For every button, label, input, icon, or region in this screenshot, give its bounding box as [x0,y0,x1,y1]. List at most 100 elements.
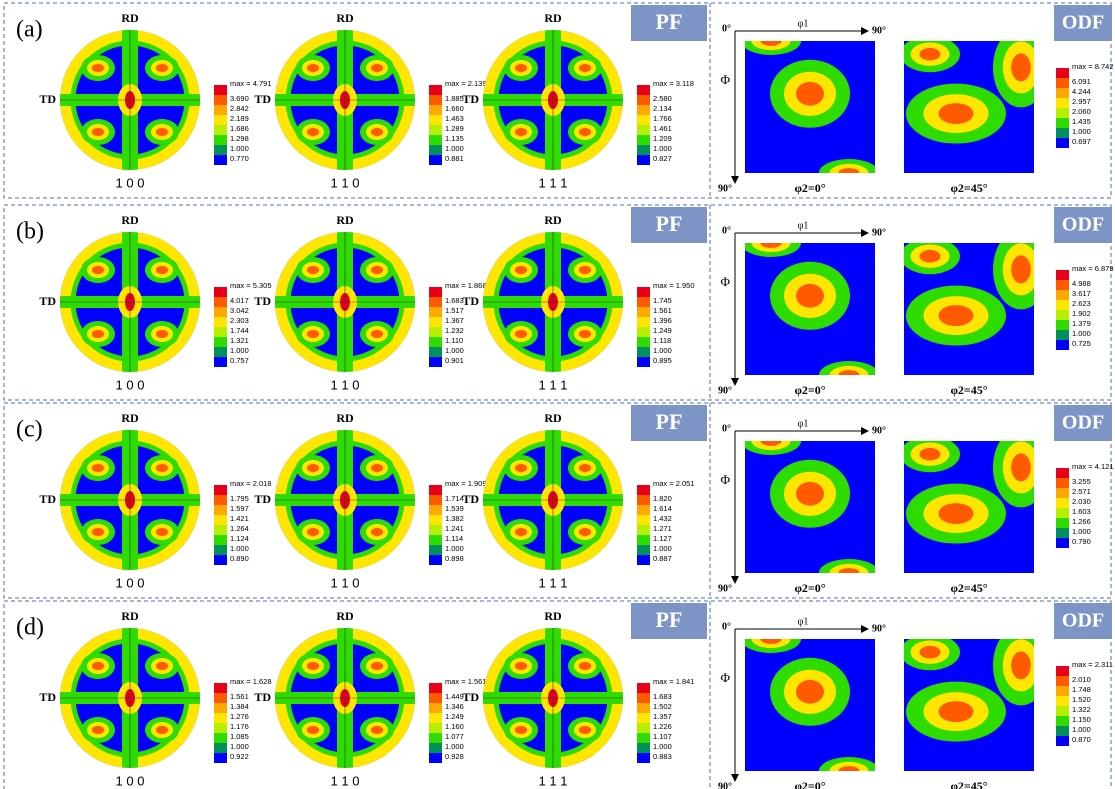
legend-swatch [637,545,650,555]
legend-swatch [1056,538,1069,548]
legend-label: 1.135 [445,134,464,143]
legend-swatch [429,525,442,535]
legend-label: 1.766 [653,114,672,123]
odf-section [900,427,1049,573]
legend-label: 3.255 [1072,477,1091,486]
odf-blob [920,48,941,61]
odf-y-label: Φ [720,472,730,487]
legend-swatch [637,693,650,703]
legend-swatch [1056,726,1069,736]
pf-blob [371,464,383,472]
legend-label: 1.114 [445,534,463,543]
pf-blob [307,266,319,274]
pf-blob [371,662,383,670]
legend-label: 3.042 [230,306,249,315]
pf-blob [515,662,527,670]
legend-label: 1.432 [653,514,672,523]
pf-blob [156,464,168,472]
legend-label: 1.000 [230,346,249,355]
pf-blob [579,662,591,670]
legend-swatch [214,155,227,165]
legend-label: 1.241 [445,524,464,533]
legend-label: 2.030 [1072,497,1091,506]
pf-blob [156,528,168,536]
legend-label: 1.271 [653,524,672,533]
pf-blob [92,266,104,274]
pf-caption: 1 0 0 [116,175,145,190]
odf-caption: φ2=0° [794,181,825,195]
odf-section [900,229,1049,375]
odf-blob [1011,651,1031,679]
td-label: TD [39,92,56,106]
legend-swatch [429,297,442,307]
pf-blob [307,128,319,136]
figure: (a)PFODFRDTD1 0 0max = 4.7913.6902.8422.… [0,0,1115,789]
legend-swatch [1056,88,1069,98]
legend-swatch [429,505,442,515]
legend-swatch [1056,270,1069,280]
legend-swatch [1056,128,1069,138]
pf-blob [515,64,527,72]
legend-label: max = 2.051 [653,479,694,488]
rd-label: RD [121,213,139,227]
pf-badge-text: PF [656,211,683,236]
legend-label: 1.232 [445,326,464,335]
legend-swatch [637,515,650,525]
legend-swatch [214,555,227,565]
legend-swatch [637,485,650,495]
legend-swatch [637,555,650,565]
legend-label: 1.000 [1072,725,1091,734]
legend-label: 1.124 [230,534,249,543]
legend-label: 1.714 [445,494,464,503]
legend-swatch [214,145,227,155]
legend-swatch [429,713,442,723]
legend-label: max = 1.868 [445,281,486,290]
odf-blob [761,436,782,446]
legend-label: 1.745 [653,296,672,305]
legend-swatch [637,357,650,367]
pf-blob [92,726,104,734]
legend-swatch [214,495,227,505]
rd-label: RD [544,411,562,425]
legend-swatch [429,703,442,713]
legend-swatch [429,683,442,693]
td-label: TD [39,294,56,308]
odf-x-label: φ1 [798,220,809,231]
legend-swatch [1056,108,1069,118]
odf-caption: φ2=45° [950,581,987,595]
pf-blob [156,266,168,274]
legend-label: max = 1.909 [445,479,486,488]
pf-blob [515,266,527,274]
legend-label: 0.725 [1072,339,1091,348]
odf-badge-text: ODF [1062,412,1104,434]
legend-label: 1.118 [653,336,671,345]
legend-label: 1.000 [230,544,249,553]
pf-blob [579,464,591,472]
pf-caption: 1 1 0 [331,175,360,190]
legend-swatch [637,105,650,115]
legend-label: 1.000 [445,742,464,751]
legend-swatch [637,85,650,95]
legend-swatch [214,693,227,703]
legend-label: max = 1.561 [445,677,486,686]
legend-label: 1.384 [230,702,249,711]
odf-blob [761,634,782,644]
odf-blob [1011,255,1031,283]
pf-blob [307,330,319,338]
legend-swatch [637,125,650,135]
legend-label: 1.614 [653,504,672,513]
legend-label: 1.885 [445,94,464,103]
legend-label: max = 8.742 [1072,62,1113,71]
legend-label: 1.176 [230,722,249,731]
odf-blob [1011,453,1031,481]
legend-label: 1.264 [230,524,249,533]
legend-swatch [214,115,227,125]
odf-blob [939,701,974,722]
legend-label: 1.127 [653,534,672,543]
legend-swatch [429,723,442,733]
legend-swatch [637,297,650,307]
legend-swatch [1056,280,1069,290]
legend-swatch [214,85,227,95]
rd-label: RD [336,213,354,227]
odf-caption: φ2=45° [950,383,987,397]
